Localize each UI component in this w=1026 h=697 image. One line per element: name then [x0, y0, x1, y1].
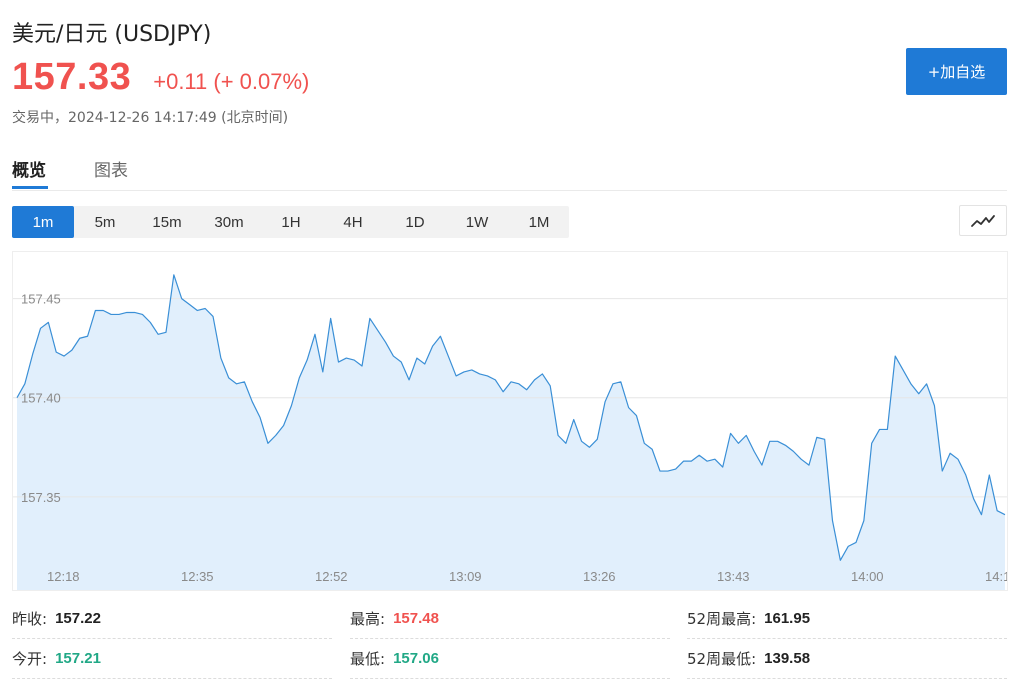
stat-52w-high: 52周最高: 161.95 [687, 598, 1007, 639]
price-chart[interactable]: 157.35 157.40 157.45 12:18 12:35 12:52 13:09 13… [12, 251, 1008, 591]
stat-label: 最高: [350, 609, 386, 628]
tab-overview[interactable]: 概览 [12, 161, 46, 181]
x-tick-label: 13:26 [583, 569, 616, 584]
x-tick-label: 12:35 [181, 569, 214, 584]
stat-label: 昨收: [12, 609, 48, 628]
stat-value: 139.58 [764, 649, 811, 667]
stat-value: 157.06 [393, 649, 439, 667]
stat-open: 今开: 157.21 [12, 638, 332, 679]
tab-bar: 概览 图表 [12, 145, 1007, 191]
interval-1mo[interactable]: 1M [528, 213, 550, 231]
stat-high: 最高: 157.48 [350, 598, 670, 639]
price-row: 157.33 +0.11 (+ 0.07%) [12, 56, 309, 99]
chart-type-button[interactable] [959, 205, 1007, 236]
interval-1h[interactable]: 1H [281, 213, 301, 231]
stat-low: 最低: 157.06 [350, 638, 670, 679]
interval-5m[interactable]: 5m [94, 213, 116, 231]
stat-label: 最低: [350, 649, 386, 668]
stat-label: 52周最高: [687, 609, 757, 628]
interval-1w[interactable]: 1W [465, 213, 489, 231]
stat-prev-close: 昨收: 157.22 [12, 598, 332, 639]
x-tick-label: 13:09 [449, 569, 482, 584]
x-tick-label: 13:43 [717, 569, 750, 584]
interval-1d[interactable]: 1D [405, 213, 425, 231]
stat-label: 今开: [12, 649, 48, 668]
x-tick-label: 14:1 [985, 569, 1008, 584]
price-change: +0.11 (+ 0.07%) [153, 69, 310, 94]
y-tick-label: 157.40 [21, 391, 61, 406]
stat-label: 52周最低: [687, 649, 757, 668]
interval-30m[interactable]: 30m [214, 213, 244, 231]
page-title: 美元/日元 (USDJPY) [12, 22, 212, 47]
add-watchlist-button[interactable]: +加自选 [906, 48, 1007, 95]
line-chart-icon [971, 214, 995, 227]
x-tick-label: 12:52 [315, 569, 348, 584]
stat-value: 157.22 [55, 609, 101, 627]
x-tick-label: 14:00 [851, 569, 884, 584]
tab-chart[interactable]: 图表 [94, 161, 128, 181]
x-tick-label: 12:18 [47, 569, 80, 584]
stat-value: 157.21 [55, 649, 101, 667]
chart-svg: 157.35 157.40 157.45 12:18 12:35 12:52 13:09 13… [13, 252, 1008, 590]
price-line [16, 274, 1006, 561]
stat-52w-low: 52周最低: 139.58 [687, 638, 1007, 679]
stat-value: 157.48 [393, 609, 439, 627]
y-tick-label: 157.45 [21, 292, 61, 307]
price-area [17, 274, 1005, 590]
interval-4h[interactable]: 4H [343, 213, 363, 231]
stat-value: 161.95 [764, 609, 811, 627]
current-price: 157.33 [12, 56, 132, 98]
interval-selector: 1m 5m 15m 30m 1H 4H 1D 1W 1M [12, 206, 569, 238]
interval-15m[interactable]: 15m [152, 213, 182, 231]
y-tick-label: 157.35 [21, 490, 61, 505]
interval-1m[interactable]: 1m [12, 206, 74, 238]
market-status: 交易中，2024-12-26 14:17:49 (北京时间) [12, 110, 289, 126]
active-tab-indicator [12, 186, 48, 189]
